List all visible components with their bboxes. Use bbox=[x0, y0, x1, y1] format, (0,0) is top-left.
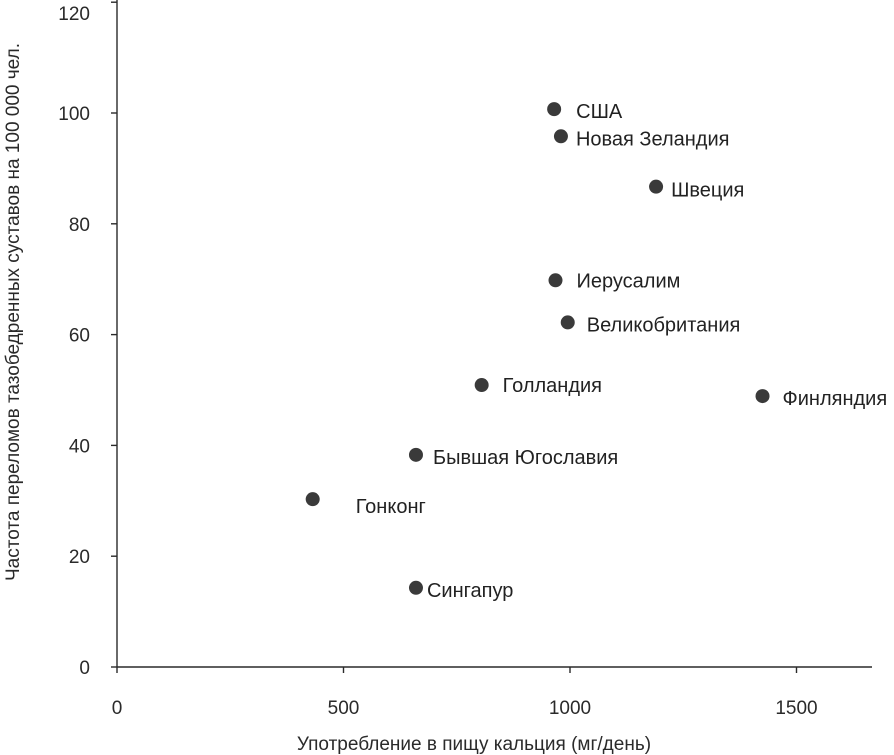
y-ticks: 0 20 40 60 80 100 120 bbox=[58, 1, 117, 679]
data-point-label: Гонконг bbox=[356, 496, 426, 518]
x-tick-label: 1000 bbox=[549, 698, 591, 719]
y-tick-label: 20 bbox=[69, 547, 90, 568]
x-axis-label: Употребление в пищу кальция (мг/день) bbox=[297, 734, 651, 755]
y-axis-label: Частота переломов тазобедренных суставов… bbox=[3, 43, 24, 581]
data-point bbox=[649, 179, 664, 194]
y-tick-label: 80 bbox=[69, 215, 90, 236]
data-point-label: Финляндия bbox=[783, 388, 888, 410]
y-tick-label: 120 bbox=[58, 4, 90, 25]
data-point bbox=[408, 580, 423, 595]
point-labels: США Новая Зеландия Швеция Иерусалим Великобр… bbox=[356, 101, 887, 602]
data-point bbox=[474, 378, 489, 393]
x-ticks: 0 500 1000 1500 bbox=[112, 667, 818, 719]
x-tick-label: 500 bbox=[328, 698, 360, 719]
y-tick-label: 100 bbox=[58, 104, 90, 125]
y-tick-label: 0 bbox=[79, 658, 90, 679]
data-point bbox=[547, 102, 562, 117]
data-point-label: Швеция bbox=[671, 180, 744, 202]
data-point bbox=[408, 447, 423, 462]
data-point-label: Голландия bbox=[503, 375, 602, 397]
data-points bbox=[305, 102, 770, 595]
x-tick-label: 0 bbox=[112, 698, 123, 719]
y-tick-label: 60 bbox=[69, 326, 90, 347]
data-point-label: США bbox=[576, 101, 623, 123]
data-point-label: Сингапур bbox=[427, 580, 513, 602]
y-tick-label: 40 bbox=[69, 436, 90, 457]
axes bbox=[116, 0, 872, 668]
x-tick-label: 1500 bbox=[775, 698, 817, 719]
data-point bbox=[755, 389, 770, 404]
data-point-label: Бывшая Югославия bbox=[433, 447, 618, 469]
data-point-label: Великобритания bbox=[587, 314, 741, 336]
data-point bbox=[305, 492, 320, 507]
data-point bbox=[560, 315, 575, 330]
data-point bbox=[553, 129, 568, 144]
data-point-label: Иерусалим bbox=[577, 270, 681, 292]
data-point-label: Новая Зеландия bbox=[576, 128, 730, 150]
data-point bbox=[548, 273, 563, 288]
